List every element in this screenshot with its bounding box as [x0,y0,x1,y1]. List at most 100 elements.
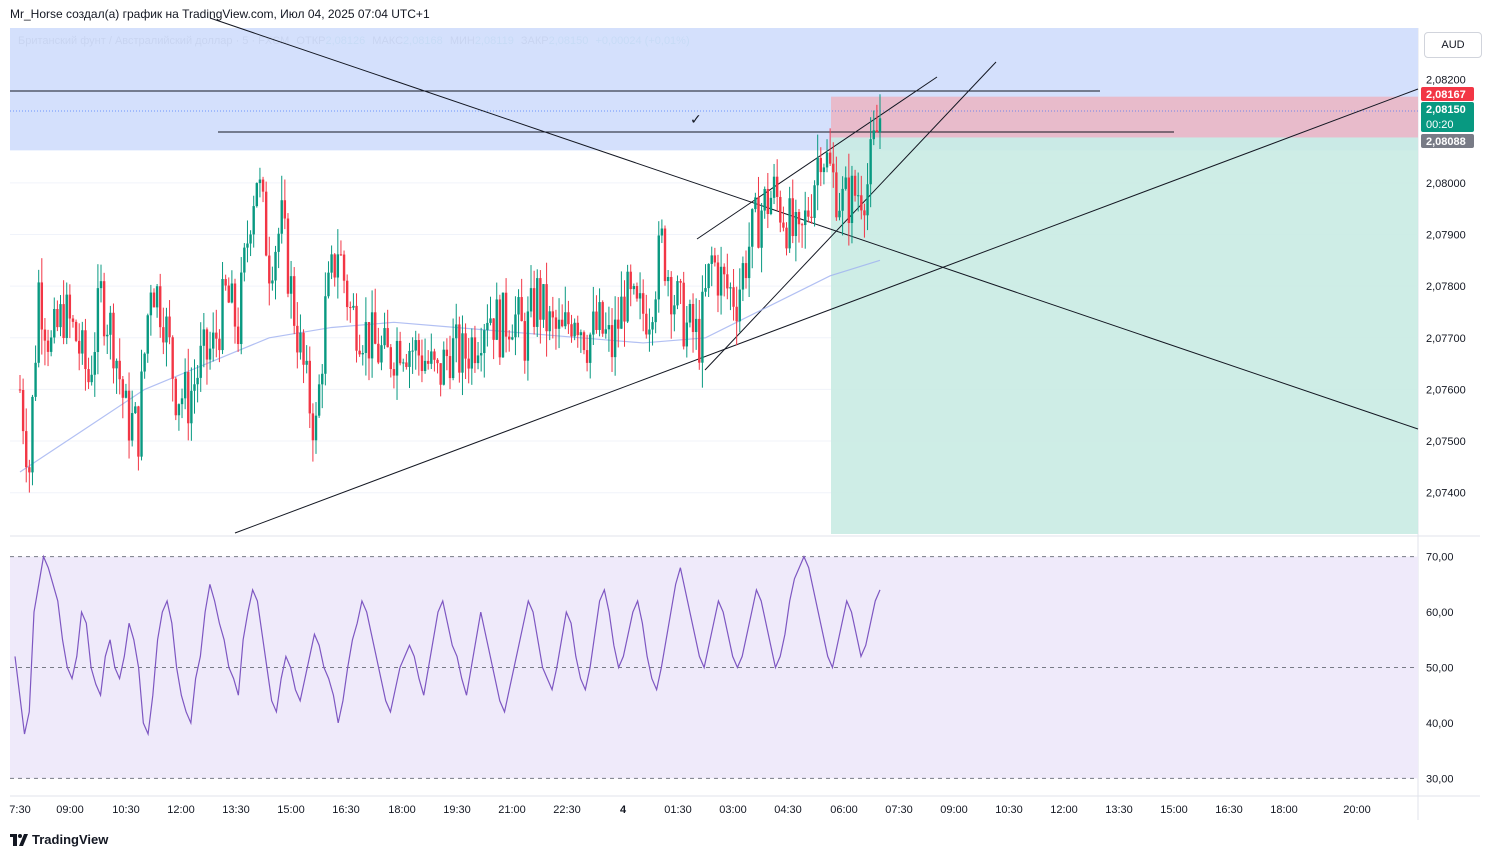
candle-body [701,291,704,363]
time-tick-label: 15:00 [277,804,305,816]
candle-body [766,188,770,214]
candle-body [769,197,773,214]
candle-body [249,234,252,244]
candle-body [501,292,505,358]
candle-body [277,233,280,252]
candle-body [118,360,121,380]
candle-body [339,254,343,256]
candle-body [573,322,576,337]
time-tick-label: 21:00 [498,804,526,816]
candle-body [532,288,536,327]
brand-label: TradingView [32,832,109,847]
candle-body [112,312,115,369]
candle-body [193,384,196,391]
time-tick-label: 16:30 [1215,804,1243,816]
candle-body [604,329,607,334]
candle-body [713,255,717,263]
candle-body [483,330,486,354]
low-label: МИН [449,35,475,47]
time-tick-label: 09:00 [56,804,84,816]
candle-body [380,345,383,363]
price-tick-label: 2,08200 [1426,75,1466,87]
candle-body [96,288,100,353]
close-value: 2,08150 [548,35,589,47]
price-tick-label: 2,07800 [1426,281,1466,293]
candle-body [623,296,626,322]
candle-body [666,276,670,282]
high-label: МАКС [372,35,404,47]
candle-body [875,130,879,132]
candle-body [211,332,215,349]
rsi-tick-label: 30,00 [1426,773,1454,785]
candle-body [327,272,330,297]
candle-body [579,332,583,336]
candle-body [106,334,109,337]
candle-body [159,286,162,328]
candle-body [495,299,498,340]
candle-body [149,292,153,316]
time-tick-label: 13:30 [222,804,250,816]
long-stop-zone [831,96,1418,138]
candle-body [872,130,875,140]
candle-body [308,360,311,414]
candle-body [420,355,424,372]
candle-body [554,317,558,329]
candle-body [405,362,408,367]
candle-body [165,316,168,343]
candle-body [177,404,181,416]
candle-body [28,467,31,473]
candle-body [645,313,648,335]
candle-body [763,188,766,211]
candle-body [869,139,872,185]
candle-body [124,390,128,398]
candle-body [289,276,293,294]
candle-body [252,206,255,235]
candle-body [78,340,81,354]
candle-body [517,297,520,315]
candle-body [324,296,327,374]
candle-body [598,302,601,330]
candle-body [707,263,710,289]
candle-body [529,288,533,312]
time-tick-label: 10:30 [112,804,140,816]
candle-body [676,281,679,306]
candle-body [21,390,25,432]
candle-body [822,167,826,173]
candle-body [408,350,411,367]
candle-body [430,351,433,364]
time-tick-label: 19:30 [443,804,471,816]
candle-body [199,345,202,378]
time-tick-label: 09:00 [940,804,968,816]
candle-body [632,286,636,290]
time-tick-label: 20:00 [1343,804,1371,816]
candle-body [155,286,159,308]
candle-body [853,175,857,196]
candle-body [514,314,517,338]
trend-line [209,17,1419,430]
time-tick-label: 06:00 [830,804,858,816]
candle-body [355,305,358,351]
candle-body [657,235,660,300]
candle-body [751,209,754,247]
currency-button[interactable]: AUD [1424,32,1482,58]
candle-body [243,247,246,273]
stop-price-badge [1421,87,1474,101]
stop-price-badge-text: 2,08167 [1426,89,1466,101]
candle-body [152,292,156,308]
tradingview-brand: TradingView [10,832,108,847]
candle-body [576,322,579,336]
candle-body [102,281,106,337]
candle-body [654,299,657,323]
candle-body [458,324,461,373]
candle-body [567,312,570,325]
candle-body [436,359,439,364]
candle-body [426,360,430,364]
candle-body [146,315,149,354]
price-chart[interactable]: ✓ 2,08200 2,08000 2,07900 2,07800 2,07700 2,07… [0,0,1490,830]
candle-body [688,303,692,323]
candle-body [321,373,324,385]
candle-body [190,390,193,424]
candle-body [775,176,779,197]
candle-body [760,210,763,248]
last-price-badge-text: 2,08150 [1426,104,1466,116]
